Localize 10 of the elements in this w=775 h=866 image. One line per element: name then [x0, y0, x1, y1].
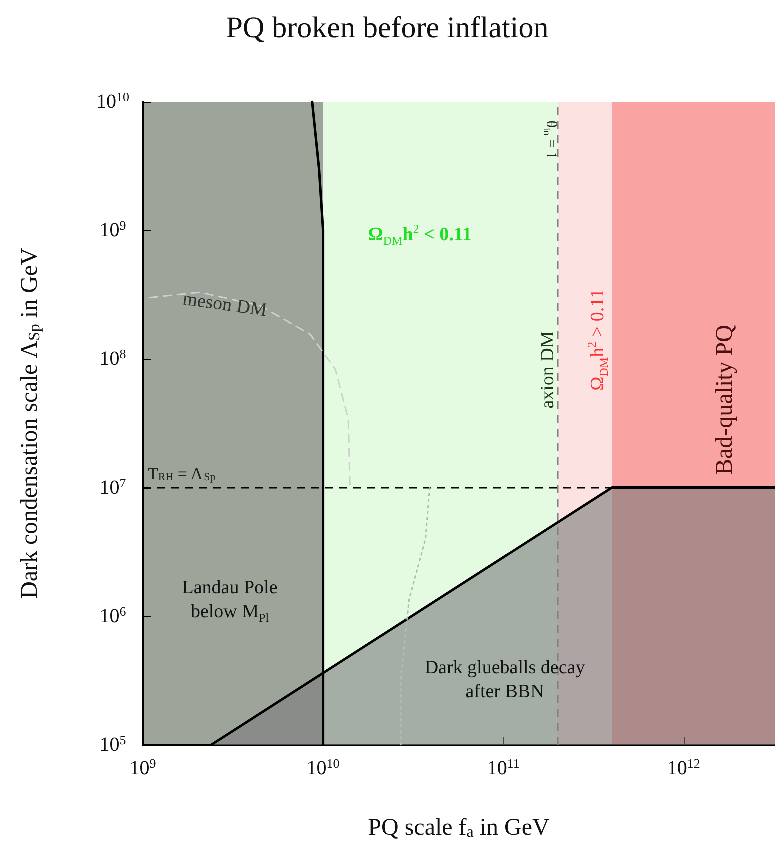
annotation: meson DM: [181, 288, 269, 322]
annotation: Dark glueballs decay after BBN: [424, 658, 586, 702]
annotation: ΩDMh2 > 0.11: [585, 289, 611, 391]
y-axis-title: Dark condensation scale ΛSp in GeV: [17, 247, 44, 599]
annotation: Bad-quality PQ: [712, 325, 738, 475]
annotation: θin = 1: [541, 120, 559, 160]
annotation: axion DM: [538, 331, 558, 409]
x-axis-title: PQ scale fa in GeV: [368, 814, 551, 842]
ref-line-label: TRH = ΛSp: [148, 464, 216, 484]
chart-title: PQ broken before inflation: [226, 12, 549, 44]
